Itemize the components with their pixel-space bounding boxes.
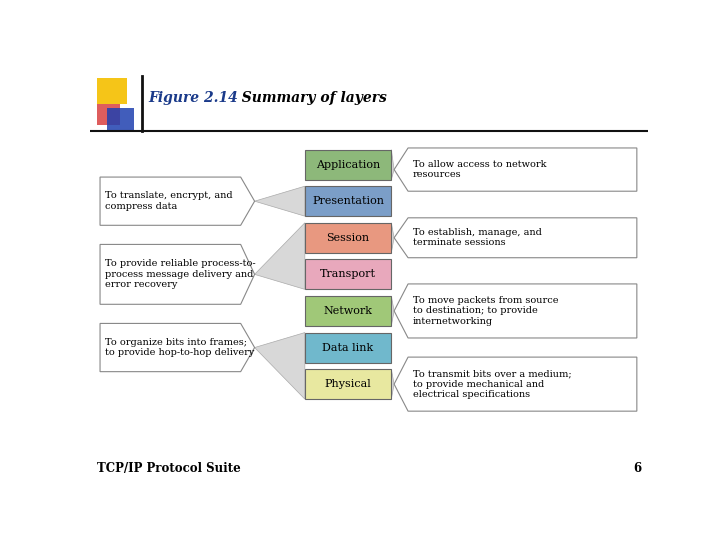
- Text: Data link: Data link: [323, 342, 374, 353]
- FancyBboxPatch shape: [305, 223, 392, 253]
- Polygon shape: [394, 357, 637, 411]
- Text: Summary of layers: Summary of layers: [233, 91, 387, 105]
- Text: Transport: Transport: [320, 269, 376, 279]
- Polygon shape: [392, 150, 394, 180]
- Text: To allow access to network
resources: To allow access to network resources: [413, 160, 546, 179]
- Polygon shape: [255, 333, 305, 399]
- FancyBboxPatch shape: [305, 259, 392, 289]
- Bar: [107, 107, 133, 131]
- Text: 6: 6: [633, 462, 642, 475]
- Polygon shape: [255, 223, 305, 289]
- Text: To translate, encrypt, and
compress data: To translate, encrypt, and compress data: [104, 192, 232, 211]
- Polygon shape: [100, 177, 255, 225]
- Text: Physical: Physical: [325, 379, 372, 389]
- Text: To organize bits into frames;
to provide hop-to-hop delivery: To organize bits into frames; to provide…: [104, 338, 254, 357]
- Text: Figure 2.14: Figure 2.14: [148, 91, 238, 105]
- FancyBboxPatch shape: [305, 333, 392, 362]
- Bar: [96, 78, 127, 104]
- FancyBboxPatch shape: [305, 186, 392, 216]
- Polygon shape: [394, 284, 637, 338]
- Polygon shape: [394, 218, 637, 258]
- Text: Network: Network: [323, 306, 372, 316]
- FancyBboxPatch shape: [305, 369, 392, 399]
- Polygon shape: [100, 245, 255, 305]
- Text: Presentation: Presentation: [312, 196, 384, 206]
- Polygon shape: [100, 323, 255, 372]
- Polygon shape: [255, 186, 305, 216]
- Polygon shape: [394, 148, 637, 191]
- Polygon shape: [392, 296, 394, 326]
- Polygon shape: [392, 369, 394, 399]
- Text: Session: Session: [326, 233, 369, 243]
- Text: TCP/IP Protocol Suite: TCP/IP Protocol Suite: [96, 462, 240, 475]
- Polygon shape: [392, 223, 394, 253]
- Text: To move packets from source
to destination; to provide
internetworking: To move packets from source to destinati…: [413, 296, 558, 326]
- Text: To provide reliable process-to-
process message delivery and
error recovery: To provide reliable process-to- process …: [104, 259, 255, 289]
- Text: To transmit bits over a medium;
to provide mechanical and
electrical specificati: To transmit bits over a medium; to provi…: [413, 369, 571, 399]
- Text: Application: Application: [316, 160, 380, 170]
- Bar: [96, 103, 120, 125]
- Text: To establish, manage, and
terminate sessions: To establish, manage, and terminate sess…: [413, 228, 541, 247]
- FancyBboxPatch shape: [305, 296, 392, 326]
- FancyBboxPatch shape: [305, 150, 392, 180]
